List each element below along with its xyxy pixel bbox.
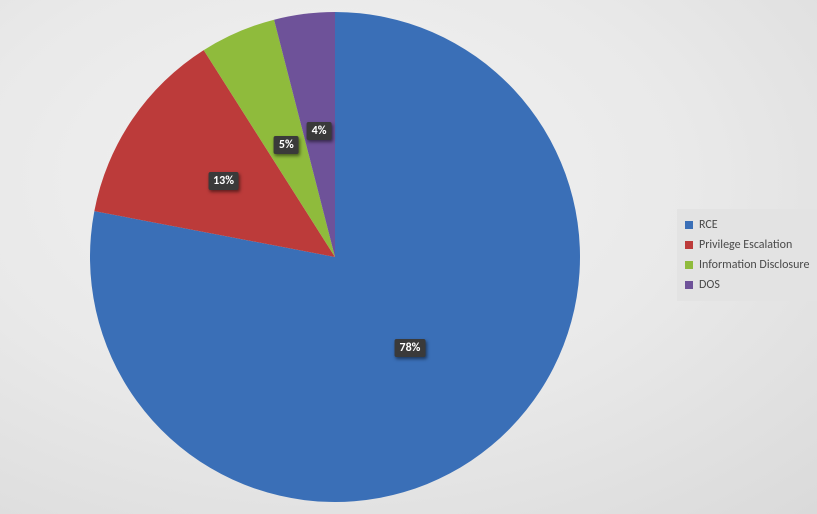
legend-label: RCE bbox=[699, 215, 718, 235]
slice-label: 13% bbox=[208, 172, 239, 190]
legend-swatch bbox=[685, 281, 693, 289]
legend-label: Information Disclosure bbox=[699, 255, 809, 275]
legend-swatch bbox=[685, 221, 693, 229]
legend-item: Privilege Escalation bbox=[685, 235, 817, 255]
legend-label: Privilege Escalation bbox=[699, 235, 792, 255]
legend-item: DOS bbox=[685, 275, 817, 295]
slice-label: 78% bbox=[394, 339, 425, 357]
legend-item: Information Disclosure bbox=[685, 255, 817, 275]
legend-label: DOS bbox=[699, 275, 720, 295]
legend-swatch bbox=[685, 241, 693, 249]
legend-swatch bbox=[685, 261, 693, 269]
slice-label: 5% bbox=[274, 136, 299, 154]
legend: RCEPrivilege EscalationInformation Discl… bbox=[677, 209, 817, 301]
chart-canvas: { "chart": { "type": "pie", "background_… bbox=[0, 0, 817, 514]
slice-label: 4% bbox=[307, 122, 332, 140]
legend-item: RCE bbox=[685, 215, 817, 235]
